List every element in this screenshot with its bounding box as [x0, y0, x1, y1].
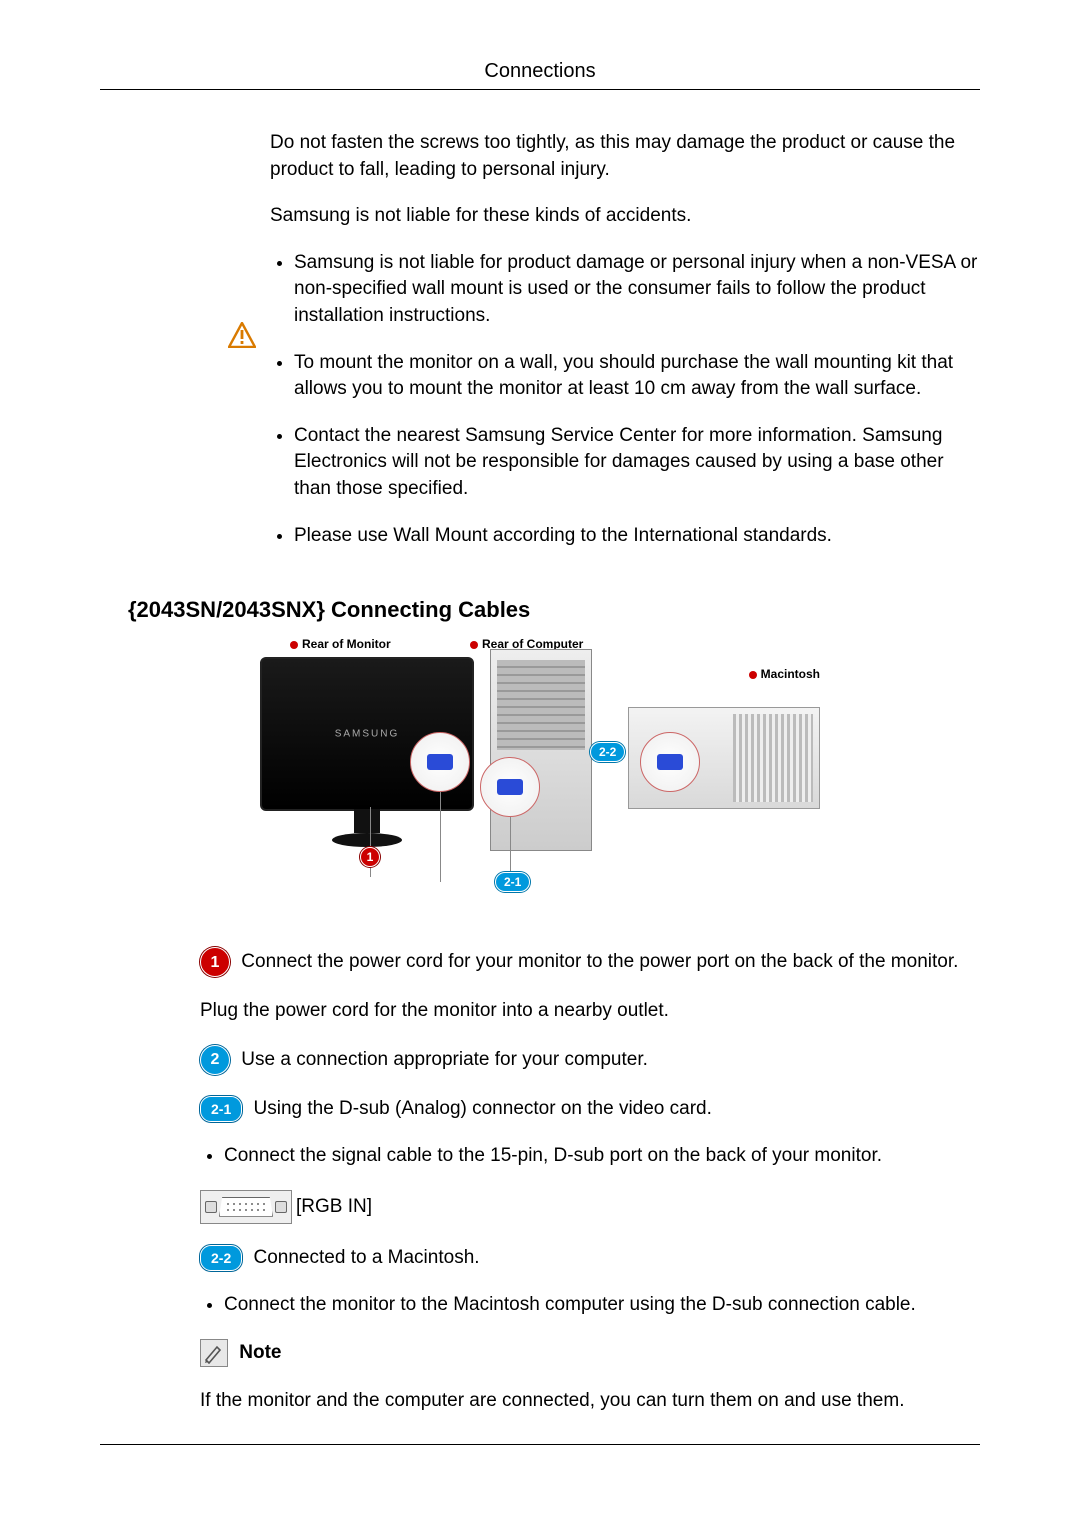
diagram-zoom-monitor-port	[410, 732, 470, 792]
diagram-label-rear-monitor: Rear of Monitor	[290, 637, 391, 651]
warning-item: To mount the monitor on a wall, you shou…	[294, 350, 980, 403]
warning-icon-cell	[210, 250, 270, 283]
footer-rule	[100, 1444, 980, 1445]
step-2-1: 2-1 Using the D-sub (Analog) connector o…	[200, 1095, 980, 1123]
diagram-callout-2-1: 2-1	[495, 872, 530, 892]
diagram-zoom-mac-port	[640, 732, 700, 792]
diagram-cable	[440, 792, 441, 882]
intro-paragraph-1: Do not fasten the screws too tightly, as…	[270, 130, 980, 183]
rgb-port-line: [RGB IN]	[200, 1190, 980, 1224]
page-header-title: Connections	[100, 60, 980, 83]
warning-icon	[228, 322, 256, 353]
header-rule	[100, 89, 980, 90]
step-number-icon: 1	[200, 947, 230, 977]
warning-block: Samsung is not liable for product damage…	[100, 250, 980, 569]
note-icon	[200, 1339, 228, 1367]
step-number-pill-icon: 2-2	[200, 1245, 242, 1271]
diagram-label-text: Rear of Monitor	[302, 637, 391, 651]
step-2-1-bullets: Connect the signal cable to the 15-pin, …	[200, 1142, 980, 1170]
diagram-callout-1: 1	[360, 847, 380, 867]
warning-list: Samsung is not liable for product damage…	[270, 250, 980, 569]
bullet-icon	[470, 641, 478, 649]
step-2-2-bullet: Connect the monitor to the Macintosh com…	[224, 1291, 980, 1319]
step-1b: Plug the power cord for the monitor into…	[200, 997, 980, 1025]
intro-paragraph-2: Samsung is not liable for these kinds of…	[270, 203, 980, 230]
step-2-1-bullet: Connect the signal cable to the 15-pin, …	[224, 1142, 980, 1170]
step-number-icon: 2	[200, 1045, 230, 1075]
diagram-callout-2-2: 2-2	[590, 742, 625, 762]
diagram-pc-tower	[490, 649, 592, 851]
warning-item: Samsung is not liable for product damage…	[294, 250, 980, 330]
connection-diagram-wrap: Rear of Monitor Rear of Computer Macinto…	[100, 637, 980, 907]
rgb-port-icon	[200, 1190, 292, 1224]
intro-block: Do not fasten the screws too tightly, as…	[270, 130, 980, 230]
warning-item: Contact the nearest Samsung Service Cent…	[294, 423, 980, 503]
page: Connections Do not fasten the screws too…	[0, 0, 1080, 1525]
note-line: Note	[200, 1339, 980, 1367]
step-1-text: Connect the power cord for your monitor …	[236, 951, 958, 972]
step-2-text: Use a connection appropriate for your co…	[236, 1049, 648, 1070]
section-heading: {2043SN/2043SNX} Connecting Cables	[128, 597, 980, 623]
step-1: 1 Connect the power cord for your monito…	[200, 947, 980, 977]
rgb-port-label: [RGB IN]	[296, 1196, 372, 1217]
diagram-zoom-pc-port	[480, 757, 540, 817]
diagram-label-text: Macintosh	[761, 667, 820, 681]
step-2-2: 2-2 Connected to a Macintosh.	[200, 1244, 980, 1272]
diagram-label-macintosh: Macintosh	[749, 667, 820, 681]
step-2-2-text: Connected to a Macintosh.	[248, 1247, 479, 1268]
steps-section: 1 Connect the power cord for your monito…	[200, 947, 980, 1414]
monitor-brand: SAMSUNG	[335, 729, 400, 740]
connection-diagram: Rear of Monitor Rear of Computer Macinto…	[260, 637, 820, 907]
warning-item: Please use Wall Mount according to the I…	[294, 523, 980, 550]
note-label: Note	[234, 1342, 282, 1363]
step-2-2-bullets: Connect the monitor to the Macintosh com…	[200, 1291, 980, 1319]
bullet-icon	[749, 671, 757, 679]
step-2: 2 Use a connection appropriate for your …	[200, 1045, 980, 1075]
step-number-pill-icon: 2-1	[200, 1096, 242, 1122]
step-2-1-text: Using the D-sub (Analog) connector on th…	[248, 1098, 712, 1119]
bullet-icon	[290, 641, 298, 649]
note-text: If the monitor and the computer are conn…	[200, 1387, 980, 1415]
